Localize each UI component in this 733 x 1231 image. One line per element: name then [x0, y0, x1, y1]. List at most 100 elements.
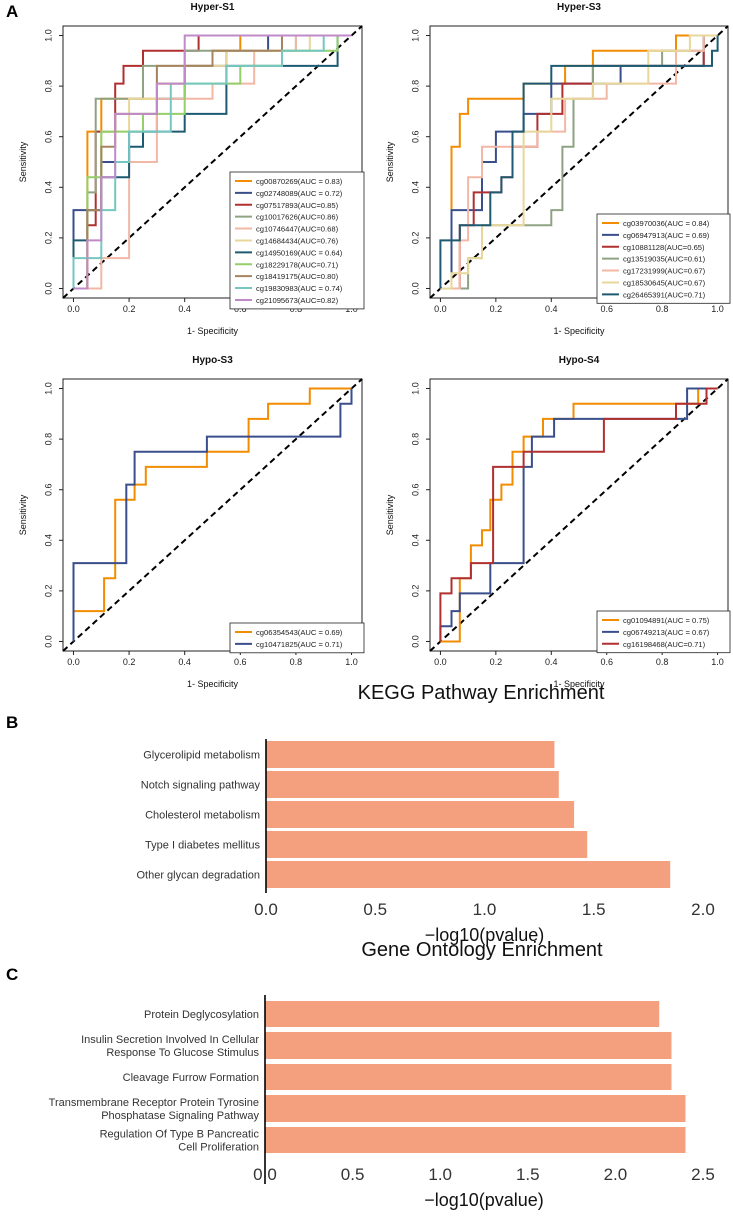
plot-frame — [62, 25, 363, 299]
x-tick-label: 0.6 — [234, 657, 247, 667]
bar-go: Gene Ontology Enrichment Protein Deglycos… — [49, 939, 715, 1210]
category-label-line: Cell Proliferation — [178, 1142, 259, 1154]
category-label-line: Type I diabetes mellitus — [145, 840, 260, 852]
roc-series-line — [440, 387, 718, 643]
x-tick-label: 0.8 — [656, 657, 669, 667]
y-tick-label: 0.0 — [410, 282, 420, 295]
roc-series-line — [72, 388, 353, 642]
legend-entry: cg21095673(AUC=0.82) — [256, 296, 339, 305]
legend-box — [229, 171, 365, 310]
diagonal-reference-line — [62, 25, 363, 299]
bar — [265, 1064, 672, 1090]
legend-entry: cg26465391(AUC=0.71) — [623, 290, 706, 299]
y-tick-label: 1.0 — [410, 29, 420, 42]
y-axis-label: Sensitivity — [385, 141, 395, 182]
panel-label-b: B — [6, 713, 18, 732]
plot-title: Hyper-S1 — [191, 2, 235, 13]
y-tick-label: 0.6 — [43, 483, 53, 496]
x-axis-label: 1- Specificity — [187, 679, 239, 689]
x-tick-label: 0.4 — [545, 657, 558, 667]
y-tick-label: 0.0 — [43, 282, 53, 295]
category-label-line: Transmembrane Receptor Protein Tyrosine — [49, 1097, 259, 1109]
roc-series-line — [439, 35, 719, 289]
plots-group: Hyper-S1 0.0 0.0 0.2 0.2 0.4 0.4 0.6 0.6 0.8 0.8 1.… — [18, 2, 731, 1210]
x-axis-label: −log10(pvalue) — [424, 1190, 544, 1210]
legend-entry: cg17231999(AUC=0.67) — [623, 267, 706, 276]
x-tick-label: 0.2 — [123, 657, 136, 667]
x-tick-label: 0.0 — [67, 304, 80, 314]
bar — [265, 1032, 672, 1059]
legend: cg01094891(AUC = 0.75) cg06749213(AUC = 0… — [596, 610, 731, 654]
y-tick-label: 0.4 — [43, 534, 53, 547]
legend-entry: cg01094891(AUC = 0.75) — [623, 616, 710, 625]
bar-kegg: KEGG Pathway Enrichment Glycerolipid meta… — [136, 682, 714, 945]
legend-entry: cg03970036(AUC = 0.84) — [623, 219, 710, 228]
legend-entry: cg00870269(AUC = 0.83) — [256, 177, 343, 186]
category-label-line: Phosphatase Signaling Pathway — [101, 1110, 259, 1122]
legend-entry: cg02748089(AUC = 0.72) — [256, 189, 343, 198]
roc-series-line — [439, 387, 718, 642]
legend-box — [229, 622, 365, 654]
y-tick-label: 0.0 — [43, 635, 53, 648]
roc-series-line — [72, 387, 352, 642]
x-tick-label: 0.2 — [490, 657, 503, 667]
category-label: Transmembrane Receptor Protein Tyrosine P… — [49, 1097, 260, 1122]
y-tick-label: 0.2 — [43, 232, 53, 245]
x-tick-label: 0.0 — [434, 304, 447, 314]
x-tick-label: 1.0 — [711, 304, 724, 314]
roc-hypo-s4: Hypo-S4 0.0 0.0 0.2 0.2 0.4 0.4 0.6 0.6 0.8 0.8 1.0… — [385, 355, 731, 689]
x-tick-label: 1.5 — [516, 1165, 540, 1184]
plot-frame — [429, 25, 729, 299]
legend-entry: cg06947913(AUC = 0.69) — [623, 231, 710, 240]
roc-hyper-s1: Hyper-S10.00.00.20.20.40.40.60.60.80.81.… — [18, 2, 365, 336]
x-tick-label: 0.0 — [67, 657, 80, 667]
y-tick-label: 1.0 — [43, 29, 53, 42]
chart-title: KEGG Pathway Enrichment — [358, 682, 605, 704]
x-tick-label: 0.2 — [123, 304, 136, 314]
panel-label-c: C — [6, 965, 18, 984]
x-tick-label: 0.5 — [341, 1165, 365, 1184]
plot-frame — [429, 378, 729, 652]
x-axis-label: 1- Specificity — [553, 326, 605, 336]
diagonal-reference-line — [429, 378, 729, 652]
category-label-line: Cleavage Furrow Formation — [123, 1072, 259, 1084]
category-label-line: Other glycan degradation — [136, 870, 260, 882]
x-tick-label: 2.5 — [691, 1165, 715, 1184]
legend-entry: cg07517893(AUC=0.85) — [256, 201, 339, 210]
plot-title: Hypo-S3 — [192, 355, 233, 366]
roc-series-line — [440, 34, 718, 290]
category-label-line: Notch signaling pathway — [141, 780, 261, 792]
x-tick-label: 1.5 — [582, 900, 606, 919]
legend-entry: cg06354543(AUC = 0.69) — [256, 628, 343, 637]
bar — [265, 1001, 660, 1027]
category-label: Type I diabetes mellitus — [145, 840, 260, 852]
x-tick-label: 0.8 — [656, 304, 669, 314]
roc-series-line — [439, 387, 718, 642]
x-tick-label: 0.6 — [600, 304, 613, 314]
y-tick-label: 0.2 — [410, 232, 420, 245]
x-axis-label: 1- Specificity — [553, 679, 605, 689]
category-label-line: Protein Deglycosylation — [144, 1009, 259, 1021]
plot-title: Hypo-S4 — [559, 355, 600, 366]
y-tick-label: 0.8 — [410, 80, 420, 93]
x-tick-label: 2.0 — [604, 1165, 628, 1184]
category-label: Regulation Of Type B Pancreatic Cell Prol… — [100, 1129, 260, 1154]
x-tick-label: 0.4 — [178, 304, 191, 314]
legend-entry: cg18229178(AUC=0.71) — [256, 260, 339, 269]
category-label-line: Response To Glucose Stimulus — [106, 1047, 259, 1059]
y-tick-label: 0.2 — [43, 585, 53, 598]
legend-entry: cg13519035(AUC=0.61) — [623, 255, 706, 264]
bar — [265, 1127, 686, 1153]
y-tick-label: 1.0 — [410, 382, 420, 395]
legend-entry: cg06749213(AUC = 0.67) — [623, 628, 710, 637]
y-tick-label: 0.4 — [43, 181, 53, 194]
legend-entry: cg10471825(AUC = 0.71) — [256, 640, 343, 649]
y-tick-label: 0.4 — [410, 181, 420, 194]
legend-entry: cg10746447(AUC=0.68) — [256, 225, 339, 234]
y-tick-label: 0.6 — [43, 130, 53, 143]
x-tick-label: 1.0 — [711, 657, 724, 667]
x-tick-label: 0.5 — [363, 900, 387, 919]
bar — [266, 801, 575, 828]
category-label-line: Insulin Secretion Involved In Cellular — [81, 1034, 259, 1046]
